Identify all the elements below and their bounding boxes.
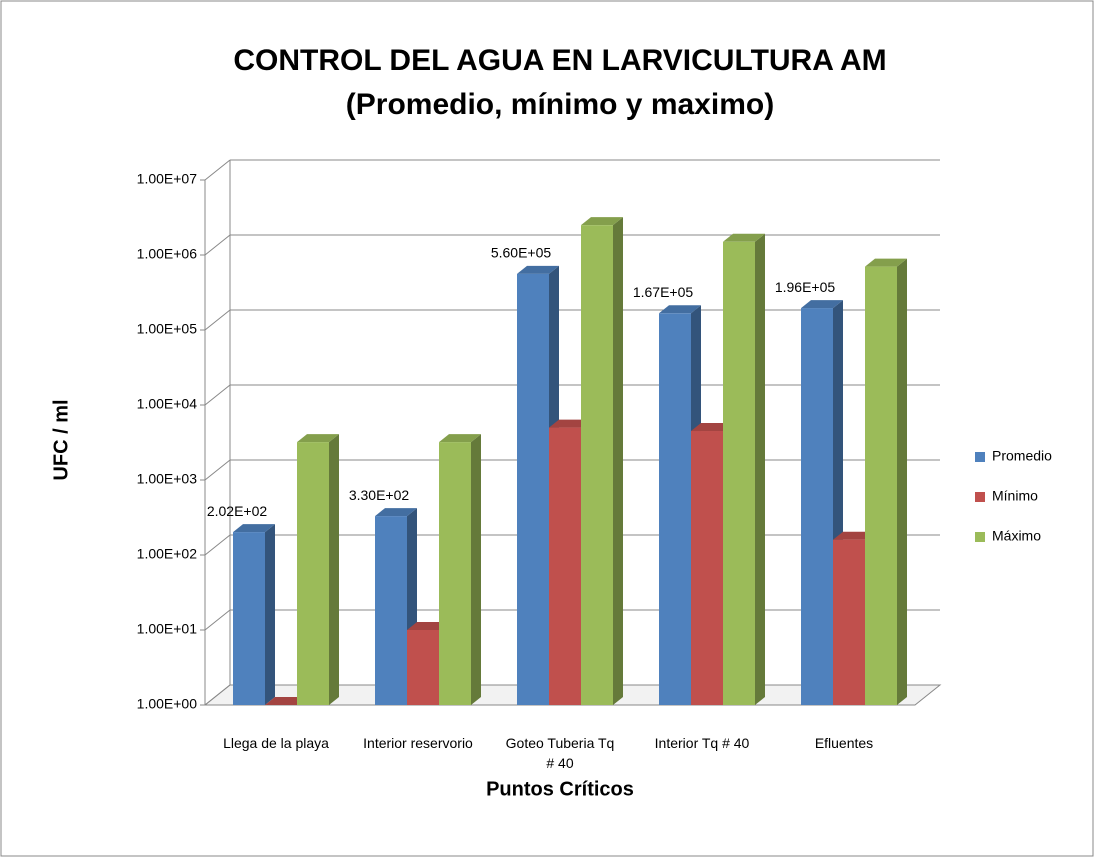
bar-top bbox=[691, 423, 733, 432]
y-tick-label: 1.00E+06 bbox=[137, 246, 198, 262]
bar bbox=[233, 532, 265, 705]
y-tick-label: 1.00E+01 bbox=[137, 621, 198, 637]
y-tick-label: 1.00E+04 bbox=[137, 396, 198, 412]
y-tick-label: 1.00E+02 bbox=[137, 546, 198, 562]
x-axis-title: Puntos Críticos bbox=[486, 778, 634, 800]
bar-top bbox=[833, 531, 875, 540]
bar-top bbox=[265, 697, 307, 705]
grid-diagonal bbox=[204, 459, 231, 481]
bar bbox=[801, 308, 833, 705]
bar-top bbox=[439, 434, 481, 443]
data-label: 3.30E+02 bbox=[349, 487, 410, 503]
x-tick-label: Interior Tq # 40 bbox=[654, 735, 750, 751]
bar bbox=[297, 442, 329, 705]
bar bbox=[833, 539, 865, 705]
y-axis-title: UFC / ml bbox=[50, 399, 72, 480]
y-tick-label: 1.00E+00 bbox=[137, 696, 198, 712]
bar-side bbox=[329, 434, 339, 705]
x-tick-label: Efluentes bbox=[814, 735, 874, 751]
bar-top bbox=[581, 217, 623, 226]
x-tick-label: Goteo Tuberia Tq # 40 bbox=[505, 735, 615, 771]
bar bbox=[865, 266, 897, 705]
bar-top bbox=[375, 508, 417, 517]
bar bbox=[581, 225, 613, 706]
legend-label: Máximo bbox=[992, 528, 1041, 544]
data-label: 5.60E+05 bbox=[491, 245, 552, 261]
grid-diagonal bbox=[204, 609, 231, 631]
grid-diagonal bbox=[204, 384, 231, 406]
bar bbox=[439, 442, 471, 705]
bar-top bbox=[723, 233, 765, 242]
x-tick-label: Llega de la playa bbox=[223, 735, 329, 751]
y-tick-label: 1.00E+05 bbox=[137, 321, 198, 337]
bar-top bbox=[801, 300, 843, 309]
grid-diagonal bbox=[204, 534, 231, 556]
data-label: 2.02E+02 bbox=[207, 503, 268, 519]
legend-swatch bbox=[975, 532, 985, 542]
bar-side bbox=[471, 434, 481, 705]
data-label: 1.67E+05 bbox=[633, 284, 694, 300]
bar-top bbox=[549, 419, 591, 428]
chart-title: CONTROL DEL AGUA EN LARVICULTURA AM bbox=[233, 44, 886, 77]
grid-diagonal bbox=[204, 684, 231, 706]
grid-diagonal bbox=[204, 159, 231, 181]
chart-subtitle: (Promedio, mínimo y maximo) bbox=[346, 88, 774, 121]
bar bbox=[407, 630, 439, 705]
bar-side bbox=[897, 258, 907, 705]
bar-side bbox=[265, 524, 275, 705]
bar bbox=[375, 516, 407, 705]
y-tick-label: 1.00E+07 bbox=[137, 171, 198, 187]
x-tick-label: Interior reservorio bbox=[363, 735, 473, 751]
y-tick-label: 1.00E+03 bbox=[137, 471, 198, 487]
bar bbox=[659, 313, 691, 705]
grid-diagonal bbox=[204, 234, 231, 256]
legend-swatch bbox=[975, 492, 985, 502]
bar-top bbox=[659, 305, 701, 314]
bar bbox=[691, 431, 723, 705]
bar-top bbox=[233, 524, 275, 533]
bar-top bbox=[517, 265, 559, 274]
legend-swatch bbox=[975, 452, 985, 462]
legend-label: Mínimo bbox=[992, 488, 1038, 504]
bar bbox=[549, 427, 581, 705]
bar bbox=[517, 273, 549, 705]
bar-side bbox=[613, 217, 623, 706]
grid-diagonal bbox=[204, 309, 231, 331]
bar-top bbox=[865, 258, 907, 267]
bar-top bbox=[407, 622, 449, 630]
data-label: 1.96E+05 bbox=[775, 279, 836, 295]
legend-label: Promedio bbox=[992, 448, 1052, 464]
bar-top bbox=[297, 434, 339, 443]
bar-side bbox=[755, 233, 765, 705]
bar bbox=[723, 241, 755, 705]
